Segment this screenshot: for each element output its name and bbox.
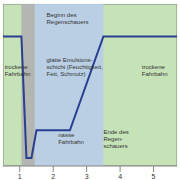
svg-text:nasseFahrbahn: nasseFahrbahn [58, 132, 84, 145]
svg-text:3: 3 [85, 173, 89, 180]
svg-text:2: 2 [51, 173, 55, 180]
svg-text:1: 1 [18, 173, 22, 180]
svg-text:trockeneFahrbahn: trockeneFahrbahn [142, 64, 168, 77]
svg-text:trockeneFahrbahn: trockeneFahrbahn [8, 64, 30, 77]
svg-text:5: 5 [152, 173, 156, 180]
svg-text:Beginn desRegenschauers: Beginn desRegenschauers [47, 12, 89, 25]
svg-text:glatte Emulsions-schicht (Feuc: glatte Emulsions-schicht (Feuchtigkeit,F… [47, 57, 104, 77]
svg-text:4: 4 [118, 173, 122, 180]
svg-text:Ende desRegen-schauers: Ende desRegen-schauers [103, 129, 128, 149]
